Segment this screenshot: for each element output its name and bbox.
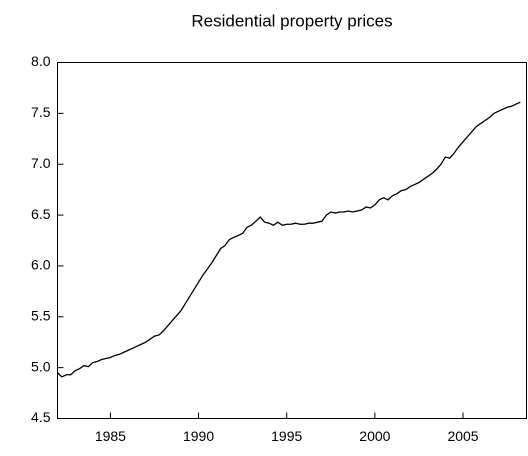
y-tick-label: 5.0 [31,358,51,374]
x-tick-label: 2000 [359,428,390,444]
data-line [57,101,521,378]
y-tick-label: 6.5 [31,206,51,222]
y-tick-label: 7.5 [31,104,51,120]
x-tick-label: 1990 [183,428,214,444]
x-tick-label: 2005 [447,428,478,444]
y-tick-label: 7.0 [31,155,51,171]
y-tick-label: 4.5 [31,409,51,425]
y-tick-label: 6.0 [31,257,51,273]
y-tick-label: 5.5 [31,307,51,323]
y-tick-label: 8.0 [31,53,51,69]
x-tick-label: 1985 [95,428,126,444]
chart-title: Residential property prices [191,11,392,30]
plot-frame [57,62,527,419]
x-tick-label: 1995 [271,428,302,444]
